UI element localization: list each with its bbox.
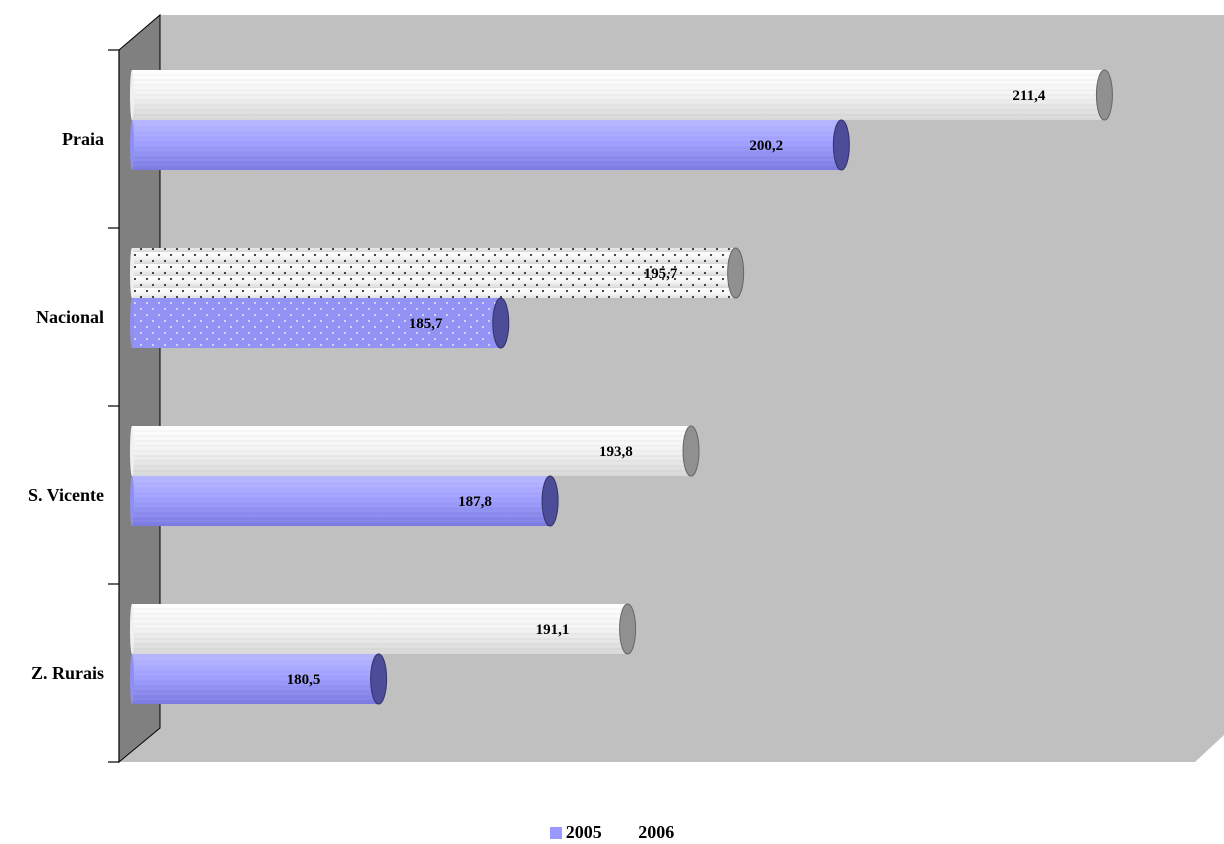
value-label-s-vicente-2006: 193,8: [599, 444, 633, 460]
bar-end-cap: [832, 119, 850, 171]
legend-swatch-2006: [622, 826, 635, 839]
value-label-s-vicente-2005: 187,8: [458, 494, 492, 510]
bar-praia-2006: [130, 69, 1113, 121]
bar-start-cap: [130, 604, 134, 654]
bar-body: [132, 476, 551, 526]
bar-start-cap: [130, 298, 134, 348]
bar-z-rurais-2006: [130, 603, 637, 655]
bar-s-vicente-2005: [130, 475, 559, 527]
bar-start-cap: [130, 476, 134, 526]
bar-end-cap: [541, 475, 559, 527]
value-label-praia-2005: 200,2: [749, 138, 783, 154]
bar-end-cap: [619, 603, 637, 655]
bar-body: [132, 654, 379, 704]
bar-body: [132, 248, 736, 298]
value-label-z-rurais-2005: 180,5: [287, 672, 321, 688]
value-label-nacional-2006: 195,7: [644, 266, 678, 282]
bar-start-cap: [130, 248, 134, 298]
legend-label-2005: 2005: [565, 822, 602, 842]
category-label-s-vicente: S. Vicente: [28, 485, 104, 505]
value-labels: 211,4 200,2 195,7 185,7 193,8 187,8 191,1 180,5: [287, 88, 1046, 688]
value-label-praia-2006: 211,4: [1012, 88, 1045, 104]
y-axis-ticks: [108, 49, 119, 763]
bar-end-cap: [727, 247, 745, 299]
legend-item-2006: 2006: [622, 822, 674, 843]
legend-label-2006: 2006: [638, 822, 675, 842]
bar-nacional-2005: [130, 297, 510, 349]
bar-body: [132, 426, 692, 476]
bar-start-cap: [130, 654, 134, 704]
value-label-z-rurais-2006: 191,1: [536, 622, 570, 638]
bar-s-vicente-2006: [130, 425, 700, 477]
bar-body: [132, 298, 501, 348]
bar-end-cap: [682, 425, 700, 477]
bar-body: [132, 604, 628, 654]
bar-start-cap: [130, 120, 134, 170]
bar-end-cap: [492, 297, 510, 349]
category-label-praia: Praia: [62, 129, 104, 149]
legend-item-2005: 2005: [549, 822, 602, 843]
bar-nacional-2006: [130, 247, 745, 299]
bar-end-cap: [1095, 69, 1113, 121]
category-labels: Praia Nacional S. Vicente Z. Rurais: [28, 129, 104, 683]
plot-back-wall: [119, 15, 1224, 762]
bar-body: [132, 70, 1105, 120]
legend: 2005 2006: [0, 822, 1224, 844]
bar-start-cap: [130, 426, 134, 476]
bar-series-group: [130, 69, 1113, 705]
bar-end-cap: [370, 653, 388, 705]
value-label-nacional-2005: 185,7: [409, 316, 443, 332]
bar-body: [132, 120, 842, 170]
bar-praia-2005: [130, 119, 850, 171]
legend-swatch-2005: [549, 826, 562, 839]
category-label-z-rurais: Z. Rurais: [31, 663, 104, 683]
bar-z-rurais-2005: [130, 653, 388, 705]
bar-start-cap: [130, 70, 134, 120]
category-label-nacional: Nacional: [36, 307, 104, 327]
